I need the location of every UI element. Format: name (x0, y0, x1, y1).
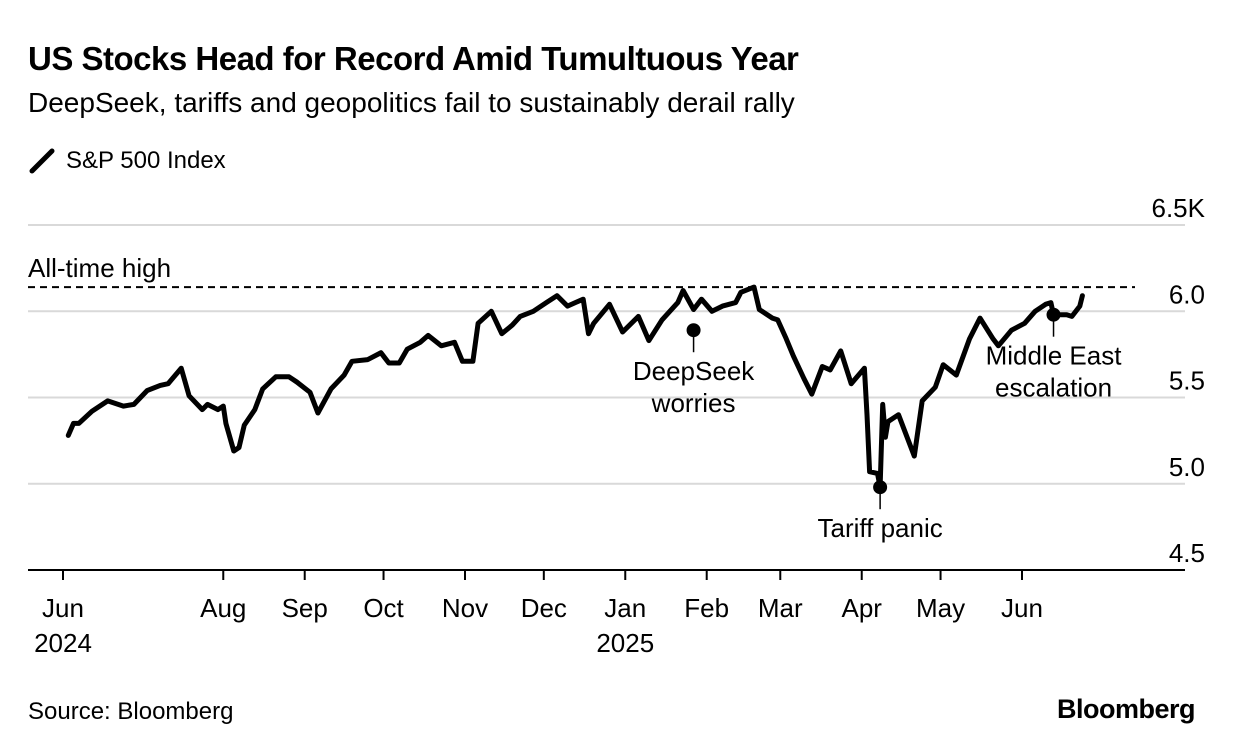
annotation-label: Tariff panic (817, 513, 942, 543)
annotation-label: worries (651, 388, 736, 418)
y-tick-label: 5.5 (1169, 366, 1205, 396)
source-note: Source: Bloomberg (28, 698, 234, 725)
annotation-label: DeepSeek (633, 356, 755, 386)
x-tick-label: Jun (1001, 593, 1043, 623)
x-tick-label: Sep (282, 593, 328, 623)
y-tick-label: 5.0 (1169, 452, 1205, 482)
x-tick-label: Aug (200, 593, 246, 623)
x-tick-label: Nov (442, 593, 488, 623)
chart-subtitle: DeepSeek, tariffs and geopolitics fail t… (28, 87, 795, 118)
annotation-label: escalation (995, 373, 1112, 403)
y-tick-label: 4.5 (1169, 538, 1205, 568)
all-time-high-label: All-time high (28, 253, 171, 283)
x-tick-label: Mar (758, 593, 803, 623)
x-tick-label: Dec (521, 593, 567, 623)
y-tick-label: 6.5K (1152, 193, 1206, 223)
x-tick-year-label: 2024 (34, 628, 92, 658)
annotation-label: Middle East (986, 341, 1123, 371)
x-tick-label: Feb (684, 593, 729, 623)
y-tick-label: 6.0 (1169, 279, 1205, 309)
x-tick-label: Apr (841, 593, 882, 623)
legend-label: S&P 500 Index (66, 147, 226, 174)
x-tick-label: Jan (604, 593, 646, 623)
bloomberg-logo: Bloomberg (1056, 694, 1196, 724)
x-tick-label: May (916, 593, 965, 623)
legend-line-icon (29, 148, 55, 174)
x-tick-label: Oct (363, 593, 404, 623)
sp500-series-line (65, 284, 1085, 490)
legend: S&P 500 Index (28, 147, 226, 175)
x-tick-label: Jun (42, 593, 84, 623)
chart-title: US Stocks Head for Record Amid Tumultuou… (28, 40, 799, 77)
x-tick-year-label: 2025 (596, 628, 654, 658)
